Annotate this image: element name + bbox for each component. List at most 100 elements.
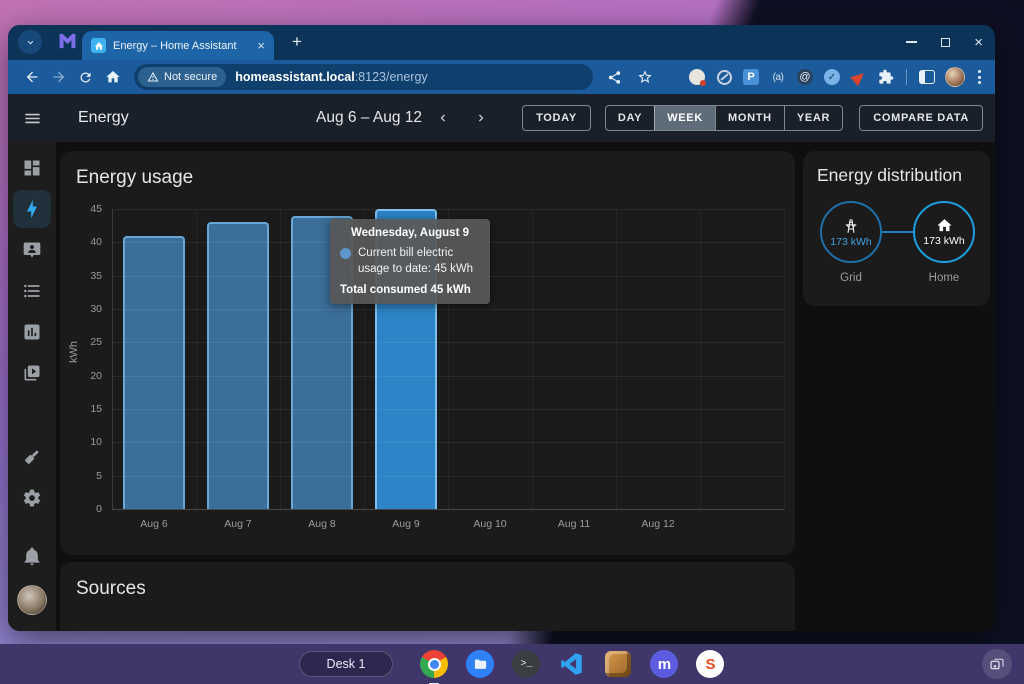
period-year[interactable]: YEAR <box>784 106 842 130</box>
previous-period-button[interactable] <box>426 101 460 135</box>
home-assistant-favicon <box>91 38 106 53</box>
x-tick-label: Aug 12 <box>641 518 674 530</box>
x-tick-label: Aug 8 <box>308 518 335 530</box>
sidebar-item-dashboard[interactable] <box>20 156 44 180</box>
chart-tooltip: Wednesday, August 9 Current bill electri… <box>330 219 490 304</box>
new-tab-button[interactable]: + <box>286 31 308 53</box>
shelf-app-files[interactable] <box>465 649 495 679</box>
pinned-app-icon[interactable] <box>58 33 77 49</box>
sources-card: Sources <box>60 562 795 631</box>
extension-icon-5[interactable]: @ <box>796 68 814 86</box>
terminal-icon: >_ <box>512 650 540 678</box>
minimize-button[interactable] <box>906 41 917 43</box>
period-month[interactable]: MONTH <box>715 106 784 130</box>
gridline <box>280 209 281 509</box>
sidebar-item-media[interactable] <box>20 361 44 385</box>
ha-main-content: Energy usage kWh 051015202530354045 Wedn… <box>56 142 995 631</box>
extension-icon-1[interactable] <box>688 68 706 86</box>
shelf-app-mastodon[interactable]: m <box>649 649 679 679</box>
side-panel-icon[interactable] <box>918 68 936 86</box>
shelf-app-terminal[interactable]: >_ <box>511 649 541 679</box>
shelf-app-chrome[interactable] <box>419 649 449 679</box>
sidebar-item-logbook[interactable] <box>20 279 44 303</box>
chromeos-shelf: Desk 1 >_ m S <box>0 644 1024 684</box>
grid-home-connector <box>882 231 913 233</box>
shelf-app-s[interactable]: S <box>695 649 725 679</box>
forward-button[interactable] <box>45 64 72 91</box>
compare-data-button[interactable]: COMPARE DATA <box>859 105 983 131</box>
y-tick-label: 35 <box>90 270 102 282</box>
gridline <box>532 209 533 509</box>
share-icon[interactable] <box>603 64 625 91</box>
browser-profile-avatar[interactable] <box>945 67 965 87</box>
shelf-app-vscode[interactable] <box>557 649 587 679</box>
extension-icon-6[interactable]: ✓ <box>823 68 841 86</box>
period-week[interactable]: WEEK <box>654 106 715 130</box>
distribution-diagram: 173 kWh 173 kWh Grid Home <box>803 201 990 301</box>
x-tick-label: Aug 6 <box>140 518 167 530</box>
chart-plot: Wednesday, August 9 Current bill electri… <box>112 209 784 509</box>
x-tick-label: Aug 10 <box>473 518 506 530</box>
mastodon-icon: m <box>650 650 678 678</box>
bar-aug-7[interactable] <box>207 222 269 509</box>
lightning-bolt-icon <box>20 197 44 221</box>
shelf-app-pixel-game[interactable] <box>603 649 633 679</box>
y-tick-label: 15 <box>90 403 102 415</box>
files-icon <box>466 650 494 678</box>
warning-icon <box>147 71 159 83</box>
back-button[interactable] <box>18 64 45 91</box>
gridline <box>700 209 701 509</box>
tab-close-icon[interactable]: × <box>257 39 265 52</box>
pixel-app-icon <box>605 651 631 677</box>
next-period-button[interactable] <box>464 101 498 135</box>
address-bar[interactable]: Not secure homeassistant.local:8123/ener… <box>134 64 593 90</box>
x-tick-label: Aug 9 <box>392 518 419 530</box>
browser-window: Energy – Home Assistant × + × Not secure <box>8 25 995 631</box>
browser-tab[interactable]: Energy – Home Assistant × <box>82 31 274 60</box>
chromeos-desktop: { "browser": { "tab_title": "Energy – Ho… <box>0 0 1024 684</box>
extension-icon-7[interactable] <box>850 68 868 86</box>
ha-header: Energy Aug 6 – Aug 12 TODAY DAY WEEK MON… <box>8 94 995 142</box>
user-avatar[interactable] <box>17 585 47 615</box>
gridline <box>112 209 113 509</box>
extension-icon-3[interactable]: P <box>742 68 760 86</box>
gridline <box>784 209 785 509</box>
home-node[interactable]: 173 kWh <box>913 201 975 263</box>
browser-menu-icon[interactable] <box>974 70 985 84</box>
y-tick-label: 30 <box>90 303 102 315</box>
security-chip[interactable]: Not secure <box>138 67 226 87</box>
tab-search-button[interactable] <box>18 30 42 54</box>
url-path: :8123/energy <box>355 70 428 84</box>
sidebar-item-settings[interactable] <box>20 486 44 510</box>
menu-hamburger-icon[interactable] <box>8 109 56 128</box>
bookmark-star-icon[interactable] <box>634 64 656 91</box>
home-button[interactable] <box>99 64 126 91</box>
reload-button[interactable] <box>72 64 99 91</box>
s-app-icon: S <box>696 650 724 678</box>
gridline <box>196 209 197 509</box>
bar-aug-6[interactable] <box>123 236 185 509</box>
today-button[interactable]: TODAY <box>522 105 591 131</box>
extension-icon-2[interactable] <box>715 68 733 86</box>
desk-button[interactable]: Desk 1 <box>299 651 394 677</box>
notifications-bell-icon[interactable] <box>20 544 44 568</box>
close-button[interactable]: × <box>974 35 983 50</box>
grid-node[interactable]: 173 kWh <box>820 201 882 263</box>
screen-capture-tray-icon[interactable] <box>982 649 1012 679</box>
y-tick-label: 40 <box>90 236 102 248</box>
sidebar-item-assist[interactable] <box>20 238 44 262</box>
gridline <box>112 509 784 510</box>
extensions-puzzle-icon[interactable] <box>877 68 895 86</box>
sidebar-item-history[interactable] <box>20 320 44 344</box>
sidebar-item-energy[interactable] <box>13 190 51 228</box>
toolbar-right: P (a) @ ✓ <box>601 64 985 91</box>
sidebar-item-developer-tools[interactable] <box>20 445 44 469</box>
browser-toolbar: Not secure homeassistant.local:8123/ener… <box>8 60 995 94</box>
date-range: Aug 6 – Aug 12 <box>316 109 422 127</box>
extension-icon-4[interactable]: (a) <box>769 68 787 86</box>
period-day[interactable]: DAY <box>606 106 654 130</box>
toolbar-separator <box>906 69 907 85</box>
url-text: homeassistant.local:8123/energy <box>235 70 427 84</box>
maximize-button[interactable] <box>941 38 950 47</box>
x-tick-label: Aug 7 <box>224 518 251 530</box>
